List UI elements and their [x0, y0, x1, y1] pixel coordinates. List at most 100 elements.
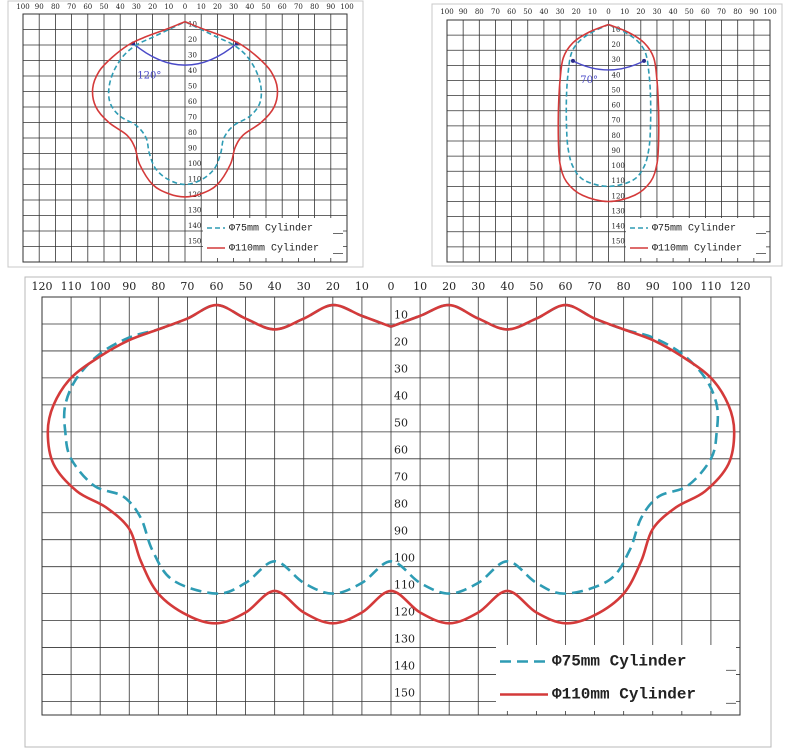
x-tick-label: 60: [559, 280, 573, 293]
x-tick-label: 100: [671, 280, 692, 293]
x-tick-label: 120: [730, 280, 751, 293]
y-tick-label: 60: [394, 444, 408, 457]
x-tick-label: 20: [572, 8, 581, 16]
x-tick-label: 30: [297, 280, 311, 293]
y-tick-label: 130: [394, 632, 415, 645]
x-tick-label: 100: [16, 3, 29, 11]
y-tick-label: 100: [612, 162, 625, 170]
x-tick-label: 30: [471, 280, 485, 293]
x-tick-label: 0: [388, 280, 395, 293]
angle-arc: [132, 42, 238, 66]
legend-label: Φ110mm Cylinder: [552, 686, 696, 704]
series-line: [46, 303, 736, 625]
legend: Φ75mm Cylinder Φ110mm Cylinder: [496, 645, 736, 711]
x-tick-label: 80: [310, 3, 319, 11]
x-tick-label: 40: [539, 8, 548, 16]
x-tick-label: 60: [210, 280, 224, 293]
x-tick-label: 60: [83, 3, 92, 11]
x-tick-label: 110: [700, 280, 721, 293]
x-tick-label: 40: [116, 3, 125, 11]
x-tick-label: 100: [90, 280, 111, 293]
x-tick-label: 80: [733, 8, 742, 16]
y-tick-label: 50: [394, 417, 408, 430]
x-tick-label: 50: [262, 3, 271, 11]
x-tick-label: 60: [278, 3, 287, 11]
legend-box: [496, 645, 736, 711]
legend-label: Φ75mm Cylinder: [552, 653, 686, 671]
angle-label: 70°: [580, 75, 598, 86]
x-tick-label: 10: [355, 280, 369, 293]
y-tick-label: 10: [612, 26, 621, 34]
x-tick-label: 80: [151, 280, 165, 293]
y-tick-label: 90: [394, 524, 408, 537]
y-tick-label: 50: [612, 86, 621, 94]
legend-label: Φ75mm Cylinder: [652, 223, 736, 235]
chart: 120 110 100 90 80 70 60 50 40 30 20 10 0 10 20 30 40 50 60…: [32, 280, 751, 716]
x-tick-label: 10: [197, 3, 206, 11]
y-tick-label: 30: [394, 363, 408, 376]
x-tick-label: 120: [32, 280, 53, 293]
x-tick-label: 20: [326, 280, 340, 293]
y-tick-label: 150: [612, 238, 625, 246]
x-tick-label: 60: [507, 8, 516, 16]
x-tick-label: 70: [588, 280, 602, 293]
x-tick-label: 10: [413, 280, 427, 293]
chart: 100 90 80 70 60 50 40 30 20 10 0 10 20 30 40 50 60 70 80 90…: [440, 8, 777, 263]
x-tick-label: 40: [268, 280, 282, 293]
x-tick-label: 50: [100, 3, 109, 11]
x-tick-label: 70: [491, 8, 500, 16]
y-tick-label: 30: [612, 56, 621, 64]
y-tick-label: 110: [394, 578, 415, 591]
x-tick-label: 40: [500, 280, 514, 293]
y-tick-label: 140: [612, 223, 625, 231]
y-tick-label: 80: [612, 132, 621, 140]
x-tick-label: 90: [35, 3, 44, 11]
y-tick-label: 140: [188, 222, 201, 230]
x-tick-label: 0: [606, 8, 610, 16]
y-tick-label: 30: [188, 51, 197, 59]
x-tick-label: 50: [529, 280, 543, 293]
x-tick-label: 90: [326, 3, 335, 11]
x-tick-label: 20: [148, 3, 157, 11]
arc-end: [570, 58, 575, 63]
x-tick-label: 110: [61, 280, 82, 293]
x-tick-label: 70: [717, 8, 726, 16]
y-tick-label: 70: [188, 113, 197, 121]
y-tick-label: 110: [612, 177, 625, 185]
x-tick-label: 50: [685, 8, 694, 16]
y-tick-label: 100: [394, 551, 415, 564]
angle-arc: [572, 60, 645, 71]
legend-label: Φ75mm Cylinder: [229, 223, 313, 235]
y-tick-label: 80: [394, 497, 408, 510]
y-tick-label: 90: [188, 144, 197, 152]
x-tick-label: 100: [440, 8, 453, 16]
legend: Φ75mm Cylinder Φ110mm Cylinder: [626, 218, 766, 258]
y-tick-label: 120: [188, 191, 201, 199]
y-tick-label: 20: [612, 41, 621, 49]
x-tick-label: 100: [340, 3, 353, 11]
y-tick-label: 140: [394, 659, 415, 672]
x-tick-label: 70: [180, 280, 194, 293]
x-tick-label: 80: [475, 8, 484, 16]
y-tick-label: 130: [188, 206, 201, 214]
x-tick-label: 10: [588, 8, 597, 16]
x-tick-label: 20: [636, 8, 645, 16]
x-tick-label: 90: [459, 8, 468, 16]
legend-box: [203, 218, 343, 258]
x-tick-label: 10: [164, 3, 173, 11]
series-line: [62, 303, 720, 595]
y-tick-label: 120: [394, 605, 415, 618]
x-tick-label: 30: [132, 3, 141, 11]
y-tick-label: 40: [394, 390, 408, 403]
x-tick-label: 90: [122, 280, 136, 293]
x-tick-label: 100: [763, 8, 776, 16]
y-tick-label: 110: [188, 175, 201, 183]
y-tick-label: 20: [188, 36, 197, 44]
x-tick-label: 40: [245, 3, 254, 11]
x-tick-label: 70: [294, 3, 303, 11]
x-tick-label: 50: [239, 280, 253, 293]
y-tick-label: 50: [188, 82, 197, 90]
x-tick-label: 90: [646, 280, 660, 293]
x-tick-label: 30: [556, 8, 565, 16]
